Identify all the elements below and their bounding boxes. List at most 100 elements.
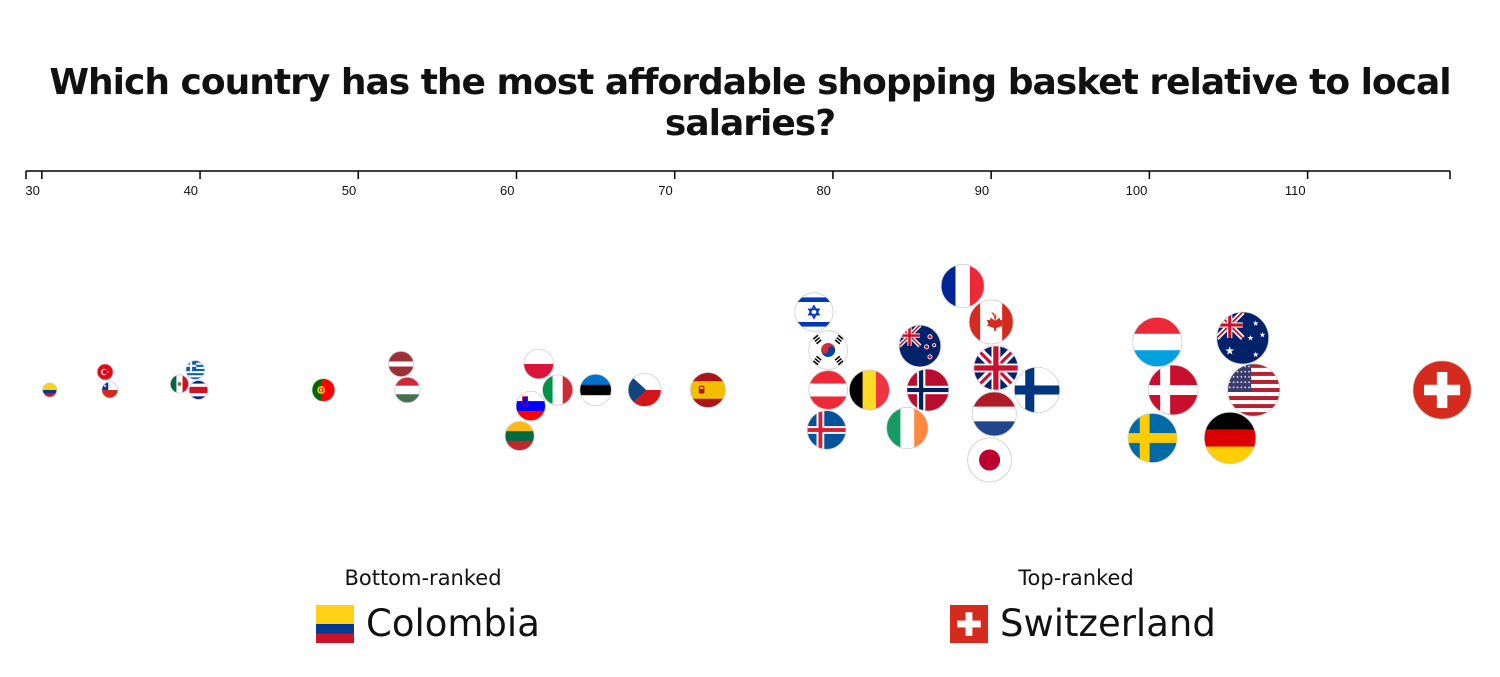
flag-marker-canada [968,299,1014,345]
portugal-flag-icon [312,378,335,402]
flag-outline [906,368,950,412]
flag-marker-portugal [311,378,336,402]
flag-outline [1216,311,1270,365]
bottom-ranked-country: Colombia [366,602,540,645]
flag-marker-germany [1203,411,1257,465]
netherlands-flag-icon [972,391,1017,437]
flag-outline [311,378,336,402]
flag-outline [1132,316,1183,368]
czechia-flag-icon [628,373,662,407]
slovenia-flag-icon [516,391,546,421]
flag-outline [1127,413,1178,463]
x-tick-label: 90 [975,183,989,198]
flag-outline [1013,366,1061,414]
flag-outline [973,345,1019,391]
flag-marker-mexico [169,374,190,394]
x-tick-label: 100 [1126,183,1148,198]
flag-marker-italy [542,374,574,406]
flag-marker-belgium [848,369,890,411]
flag-outline [387,350,415,378]
flag-marker-israel [794,292,834,332]
x-tick-label: 30 [25,183,39,198]
x-tick-label: 110 [1285,183,1306,198]
flag-marker-luxembourg [1132,316,1183,368]
flag-outline [579,373,612,407]
germany-flag-icon [1204,412,1256,464]
denmark-flag-icon [1148,365,1198,415]
legend-top-ranked: Top-ranked Switzerland [950,566,1216,645]
switzerland-flag-icon [950,604,988,643]
flag-outline [971,391,1017,437]
x-tick-label: 80 [816,183,830,198]
belgium-flag-icon [849,369,890,411]
flag-markers [42,264,1472,483]
flag-marker-finland [1013,366,1061,414]
flag-marker-slovenia [515,390,546,422]
flag-outline [523,348,554,380]
flag-outline [848,369,890,411]
colombia-flag-icon [316,604,354,643]
flag-marker-sweden [1127,413,1178,463]
flag-outline [1412,360,1472,420]
flag-outline [940,264,985,308]
lithuania-flag-icon [505,421,535,451]
flag-marker-hungary [394,376,421,404]
flag-marker-czechia [627,373,662,407]
hungary-flag-icon [394,377,421,403]
flag-outline [394,376,421,404]
italy-flag-icon [542,374,573,406]
flag-marker-chile [101,381,119,399]
flag-outline [1203,411,1257,465]
flag-outline [794,292,834,332]
flag-marker-france [940,264,985,308]
flag-marker-costa-rica [188,380,209,400]
turkey-flag-icon [97,364,114,380]
flag-marker-estonia [579,373,612,407]
flag-outline [515,390,546,422]
flag-outline [101,381,119,399]
finland-flag-icon [1014,367,1060,413]
greece-flag-icon [185,360,205,380]
flag-outline [504,421,535,451]
luxembourg-flag-icon [1132,317,1182,367]
flag-marker-netherlands [971,391,1017,437]
flag-outline [188,380,209,400]
flag-outline [806,410,847,450]
spain-flag-icon [690,372,726,408]
flag-outline [627,373,662,407]
flag-outline [42,382,58,398]
chart-title: Which country has the most affordable sh… [49,62,1451,144]
norway-flag-icon [906,369,949,411]
flag-outline [808,370,849,410]
switzerland-flag-icon [1412,360,1472,420]
flag-marker-south-korea [808,330,849,370]
flag-outline [808,330,849,370]
mexico-flag-icon [170,374,189,394]
flag-marker-greece [185,360,206,380]
flag-outline [967,437,1012,483]
flag-marker-spain [690,372,726,408]
costa-rica-flag-icon [188,380,208,400]
usa-flag-icon [1227,363,1280,417]
flag-outline [96,363,114,381]
flag-outline [185,360,206,380]
flag-marker-latvia [387,350,415,378]
flag-marker-uk [973,345,1019,391]
south-korea-flag-icon [808,330,848,370]
flag-outline [968,299,1014,345]
x-tick-label: 40 [184,183,198,198]
flag-marker-japan [967,437,1012,483]
flag-marker-austria [808,370,849,410]
flag-marker-colombia [42,382,58,398]
estonia-flag-icon [579,374,612,406]
chile-flag-icon [101,381,118,399]
flag-outline [1227,363,1281,417]
flag-marker-poland [523,348,554,380]
flag-outline [1147,364,1199,416]
canada-flag-icon [969,300,1014,344]
flag-marker-switzerland [1412,360,1472,420]
flag-marker-ireland [886,406,929,450]
top-ranked-country: Switzerland [1000,602,1216,645]
latvia-flag-icon [388,351,414,377]
flag-marker-australia [1216,311,1270,365]
